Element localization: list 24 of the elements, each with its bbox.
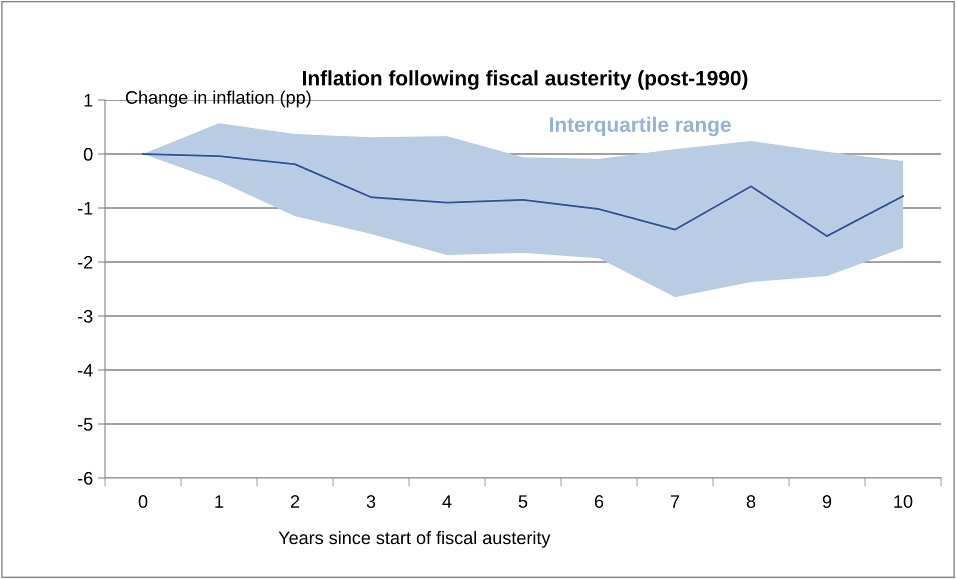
- x-tick-label: 10: [894, 495, 912, 508]
- y-tick-label: 1: [84, 94, 92, 107]
- y-tick-label: -4: [78, 364, 93, 377]
- y-tick-label: -3: [78, 310, 92, 323]
- x-tick-label: 4: [442, 495, 452, 508]
- y-tick-label: -5: [78, 418, 92, 431]
- y-tick-label: 0: [84, 148, 92, 161]
- x-tick-label: 2: [290, 495, 300, 508]
- x-tick-label: 7: [670, 495, 680, 508]
- annotation: Interquartile range: [550, 116, 731, 136]
- x-axis-title: Years since start of fiscal austerity: [278, 530, 550, 548]
- y-axis-title: Change in inflation (pp): [126, 90, 311, 108]
- y-tick-label: -2: [78, 256, 92, 269]
- x-tick-label: 1: [215, 495, 224, 508]
- x-tick-label: 6: [594, 495, 604, 508]
- x-tick-label: 9: [822, 495, 832, 508]
- y-tick-label: -1: [78, 202, 92, 215]
- x-tick-label: 0: [138, 495, 148, 508]
- line-series: [142, 153, 904, 237]
- x-tick-label: 5: [518, 495, 528, 508]
- x-tick-label: 8: [746, 495, 756, 508]
- y-tick-label: -6: [78, 472, 92, 485]
- x-tick-label: 3: [366, 495, 376, 508]
- chart-title: Inflation following fiscal austerity (post-1990): [303, 70, 748, 90]
